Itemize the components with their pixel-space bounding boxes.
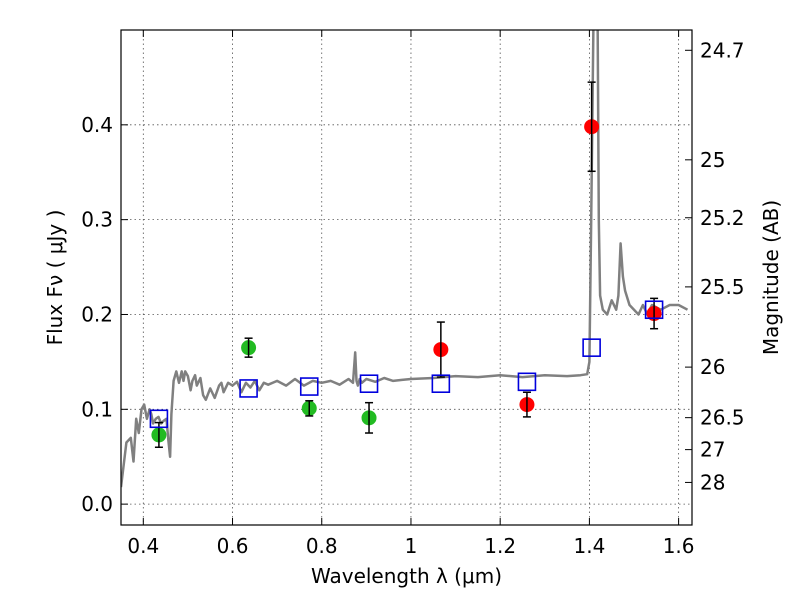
x-tick-label: 1.2 — [484, 534, 516, 558]
magnitude-tick-label: 25 — [700, 148, 725, 172]
x-tick-label: 0.6 — [217, 534, 249, 558]
x-tick-label: 1.4 — [573, 534, 605, 558]
model-box-marker — [431, 374, 451, 394]
model-box-marker — [644, 300, 664, 320]
magnitude-tick-label: 24.7 — [700, 38, 745, 62]
grid — [121, 30, 692, 525]
x-tick-label: 1.6 — [663, 534, 695, 558]
magnitude-tick-label: 26 — [700, 355, 725, 379]
model-box-marker — [239, 379, 258, 398]
model-box-marker — [149, 409, 169, 429]
y-tick-label: 0.0 — [81, 492, 113, 516]
magnitude-tick-label: 25.2 — [700, 206, 745, 230]
magnitude-tick-label: 27 — [700, 438, 725, 462]
magnitude-tick-label: 28 — [700, 470, 725, 494]
model-box-marker — [299, 377, 319, 396]
magnitude-tick-label: 26.5 — [700, 406, 745, 430]
x-tick-label: 1 — [405, 534, 418, 558]
y-tick-label: 0.3 — [81, 208, 113, 232]
x-axis-ticks: 0.4 0.6 0.8 1 1.2 1.4 1.6 — [127, 30, 695, 558]
y-axis-ticks: 0.0 0.1 0.2 0.3 0.4 — [81, 113, 128, 516]
model-box-marker — [582, 338, 601, 357]
magnitude-axis-label: Magnitude (AB) — [759, 200, 783, 355]
plot-area — [121, 30, 689, 488]
y-tick-label: 0.1 — [81, 397, 113, 421]
y-tick-label: 0.4 — [81, 113, 113, 137]
y-tick-label: 0.2 — [81, 302, 113, 326]
y-axis-label: Flux Fν ( μJy ) — [43, 210, 67, 346]
model-box-marker — [517, 372, 537, 392]
x-axis-label: Wavelength λ (μm) — [311, 564, 502, 588]
magnitude-tick-label: 25.5 — [700, 275, 745, 299]
x-tick-label: 0.4 — [127, 534, 159, 558]
model-spectrum-line — [121, 30, 689, 488]
plot-frame — [120, 29, 693, 526]
x-tick-label: 0.8 — [306, 534, 338, 558]
magnitude-axis-ticks: 24.7 25 25.2 25.5 26 26.5 27 28 — [685, 38, 745, 494]
model-box-marker — [359, 374, 379, 394]
